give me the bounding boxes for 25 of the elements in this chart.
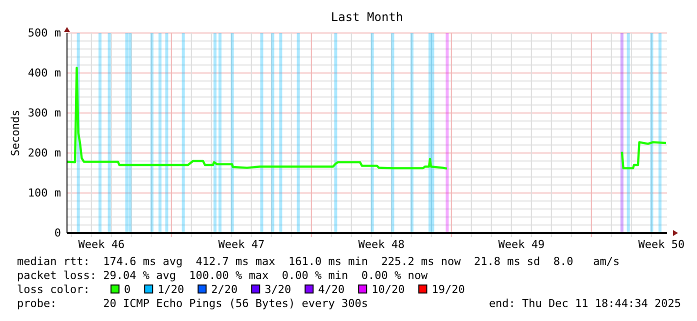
legend-label: 19/20	[432, 283, 465, 296]
y-tick-label: 300 m	[28, 106, 62, 120]
chart-title: Last Month	[330, 10, 404, 24]
x-tick-label: Week 49	[498, 238, 545, 252]
legend-label: 10/20	[372, 283, 405, 296]
x-tick-label: Week 46	[78, 238, 125, 252]
text: end: Thu Dec 11 18:44:34 2025	[488, 297, 681, 310]
text: packet loss: 29.04 % avg 100.00 % max 0.00 % min 0.00 % now	[17, 269, 428, 282]
text: probe: 20 ICMP Echo Pings (56 Bytes) every 300s	[17, 297, 368, 310]
legend-label: 2/20	[211, 283, 238, 296]
text: median rtt: 174.6 ms avg 412.7 ms max 161.0 ms min 225.2 ms now 21.8 ms sd 8.0 am/s	[17, 255, 620, 268]
y-tick-label: 500 m	[28, 26, 62, 40]
legend-label: 3/20	[264, 283, 292, 296]
legend-title: loss color:	[17, 283, 90, 296]
x-tick-label: Week 47	[218, 238, 265, 252]
y-tick-label: 0	[54, 226, 61, 240]
y-axis-title: Seconds	[9, 110, 22, 156]
y-tick-label: 200 m	[28, 146, 62, 160]
y-tick-label: 100 m	[28, 186, 62, 200]
legend-label: 4/20	[318, 283, 345, 296]
x-tick-label: Week 48	[358, 238, 405, 252]
y-tick-label: 400 m	[28, 66, 62, 80]
legend-label: 1/20	[158, 283, 184, 296]
legend-label: 0	[124, 283, 131, 296]
x-tick-label: Week 50	[638, 238, 685, 252]
